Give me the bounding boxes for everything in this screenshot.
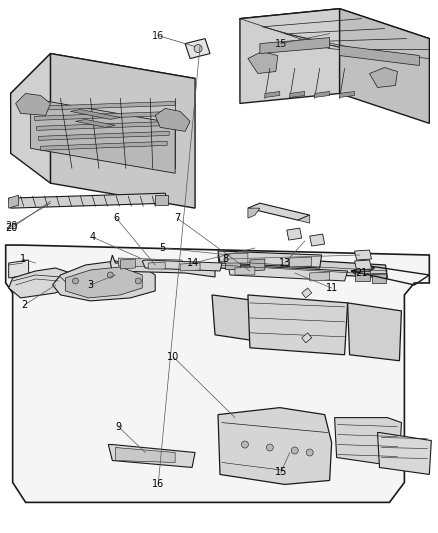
Text: 16: 16 xyxy=(152,479,164,489)
Text: 11: 11 xyxy=(325,283,338,293)
Text: 1: 1 xyxy=(20,254,26,264)
Polygon shape xyxy=(35,111,173,120)
Circle shape xyxy=(306,449,313,456)
Text: 15: 15 xyxy=(275,38,287,49)
Polygon shape xyxy=(355,271,370,281)
Polygon shape xyxy=(9,193,168,208)
Polygon shape xyxy=(228,265,348,281)
Polygon shape xyxy=(218,251,321,268)
Polygon shape xyxy=(110,255,215,277)
Text: 8: 8 xyxy=(222,254,228,264)
Polygon shape xyxy=(339,9,429,123)
Polygon shape xyxy=(32,101,175,110)
Polygon shape xyxy=(212,295,258,341)
Text: 9: 9 xyxy=(115,422,121,432)
Polygon shape xyxy=(371,273,386,283)
Polygon shape xyxy=(142,260,222,271)
Polygon shape xyxy=(41,141,167,150)
Polygon shape xyxy=(75,119,115,127)
Text: 16: 16 xyxy=(152,30,164,41)
Polygon shape xyxy=(235,267,255,275)
Polygon shape xyxy=(370,68,397,87)
Polygon shape xyxy=(335,417,401,464)
Text: 21: 21 xyxy=(355,268,368,278)
Polygon shape xyxy=(248,295,348,355)
Polygon shape xyxy=(50,53,195,208)
Polygon shape xyxy=(155,108,190,131)
Polygon shape xyxy=(310,272,330,281)
Polygon shape xyxy=(11,53,195,118)
Text: 6: 6 xyxy=(113,213,120,223)
Text: 4: 4 xyxy=(89,232,95,242)
Text: 2: 2 xyxy=(21,300,28,310)
Polygon shape xyxy=(108,445,195,467)
Polygon shape xyxy=(53,261,155,301)
Polygon shape xyxy=(265,92,280,98)
Polygon shape xyxy=(6,245,429,503)
Circle shape xyxy=(135,278,141,284)
Text: 20: 20 xyxy=(5,221,18,231)
Text: 7: 7 xyxy=(174,213,180,223)
Polygon shape xyxy=(302,333,312,343)
Polygon shape xyxy=(240,9,429,49)
Circle shape xyxy=(72,278,78,284)
Polygon shape xyxy=(185,38,210,59)
Polygon shape xyxy=(352,266,374,278)
Polygon shape xyxy=(250,259,265,271)
Polygon shape xyxy=(9,195,19,208)
Circle shape xyxy=(291,447,298,454)
Text: 20: 20 xyxy=(5,223,18,233)
Polygon shape xyxy=(16,93,50,116)
Polygon shape xyxy=(11,53,50,183)
Text: 3: 3 xyxy=(87,280,93,290)
Polygon shape xyxy=(310,234,325,246)
Polygon shape xyxy=(218,255,388,278)
Polygon shape xyxy=(39,131,169,140)
Polygon shape xyxy=(37,122,171,131)
Polygon shape xyxy=(225,258,240,269)
Polygon shape xyxy=(298,215,310,223)
Polygon shape xyxy=(240,9,339,103)
Polygon shape xyxy=(260,38,330,53)
Polygon shape xyxy=(287,228,302,240)
Circle shape xyxy=(266,444,273,451)
Polygon shape xyxy=(314,92,330,98)
Polygon shape xyxy=(115,448,175,463)
Circle shape xyxy=(194,45,202,53)
Polygon shape xyxy=(339,46,419,66)
Polygon shape xyxy=(66,267,142,298)
Polygon shape xyxy=(9,268,72,298)
Polygon shape xyxy=(218,408,332,484)
Text: 5: 5 xyxy=(159,243,165,253)
Polygon shape xyxy=(248,208,260,218)
Polygon shape xyxy=(355,250,371,260)
Text: 13: 13 xyxy=(279,258,291,268)
Polygon shape xyxy=(355,260,371,270)
Polygon shape xyxy=(248,203,310,220)
Polygon shape xyxy=(31,99,175,173)
Text: 15: 15 xyxy=(275,467,287,478)
Polygon shape xyxy=(71,109,120,119)
Circle shape xyxy=(107,272,113,278)
Polygon shape xyxy=(155,195,168,205)
Polygon shape xyxy=(339,92,355,98)
Polygon shape xyxy=(248,52,278,74)
Polygon shape xyxy=(348,303,401,361)
Polygon shape xyxy=(118,258,182,268)
Circle shape xyxy=(241,441,248,448)
Text: 10: 10 xyxy=(167,352,179,362)
Text: 14: 14 xyxy=(187,258,199,268)
Polygon shape xyxy=(290,257,312,267)
Polygon shape xyxy=(302,288,312,298)
Polygon shape xyxy=(9,260,28,278)
Polygon shape xyxy=(225,253,248,263)
Polygon shape xyxy=(120,259,135,269)
Polygon shape xyxy=(148,262,165,269)
Polygon shape xyxy=(180,263,200,271)
Polygon shape xyxy=(378,433,431,474)
Polygon shape xyxy=(290,92,305,98)
